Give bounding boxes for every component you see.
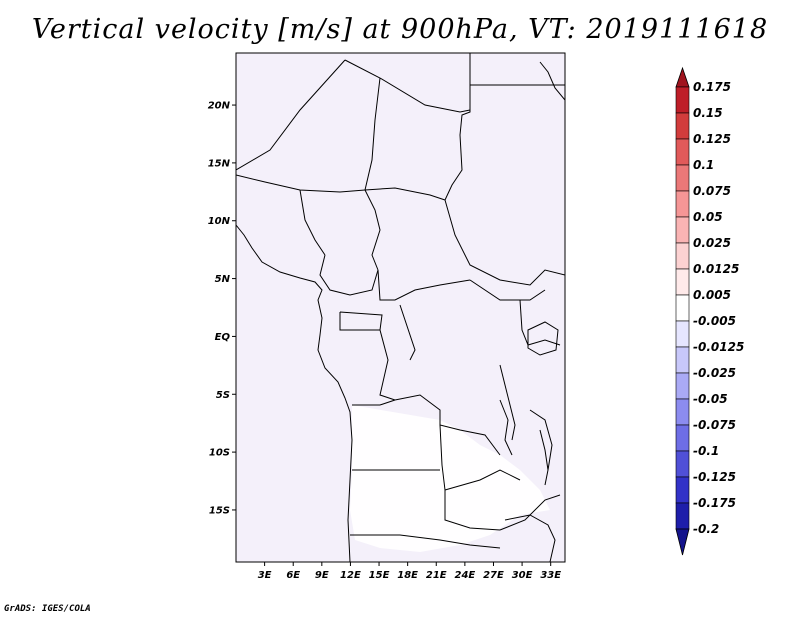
- colorbar-label: 0.175: [693, 80, 731, 94]
- colorbar: 0.175 0.15 0.125 0.1 0.075 0.05 0.025 0.0125 0.0…: [675, 66, 744, 556]
- lat-tick-label: 15N: [208, 158, 231, 169]
- map-title: Vertical velocity [m/s] at 900hPa, VT: 2…: [31, 14, 769, 45]
- colorbar-segment: [675, 268, 690, 296]
- colorbar-segment: [675, 398, 690, 426]
- colorbar-segment: [675, 294, 690, 322]
- colorbar-segment: [675, 476, 690, 504]
- lat-tick-label: 5N: [215, 274, 231, 285]
- colorbar-segment: [675, 66, 690, 88]
- lon-tick-label: 30E: [512, 570, 533, 581]
- colorbar-segment: [675, 346, 690, 374]
- colorbar-segment: [675, 372, 690, 400]
- lon-tick-label: 33E: [540, 570, 561, 581]
- lon-tick-label: 21E: [426, 570, 447, 581]
- longitude-axis: 3E 6E 9E 12E 15E 18E 21E 24E 27E 30E 33E: [258, 562, 561, 581]
- colorbar-label: -0.125: [693, 470, 736, 484]
- colorbar-label: 0.125: [693, 132, 731, 146]
- colorbar-segment: [675, 320, 690, 348]
- colorbar-label: -0.2: [693, 522, 719, 536]
- colorbar-label: 0.1: [693, 158, 714, 172]
- colorbar-segment: [675, 502, 690, 530]
- colorbar-label: -0.1: [693, 444, 719, 458]
- footer-credit: GrADS: IGES/COLA: [4, 604, 91, 614]
- colorbar-label: -0.005: [693, 314, 736, 328]
- lon-tick-label: 3E: [258, 570, 272, 581]
- colorbar-label: -0.175: [693, 496, 736, 510]
- colorbar-label: -0.05: [693, 392, 728, 406]
- colorbar-label: -0.075: [693, 418, 736, 432]
- colorbar-label: 0.0125: [693, 262, 739, 276]
- colorbar-segment: [675, 242, 690, 270]
- colorbar-segment: [675, 112, 690, 140]
- map-frame: [235, 52, 566, 563]
- colorbar-label: 0.05: [693, 210, 723, 224]
- colorbar-segment: [675, 190, 690, 218]
- colorbar-label: -0.0125: [693, 340, 744, 354]
- colorbar-segment: [675, 450, 690, 478]
- colorbar-segment: [675, 164, 690, 192]
- country-boundaries: [236, 53, 565, 562]
- colorbar-label: 0.005: [693, 288, 731, 302]
- lon-tick-label: 24E: [454, 570, 475, 581]
- colorbar-segment: [675, 528, 690, 556]
- lon-tick-label: 6E: [286, 570, 300, 581]
- lat-tick-label: 15S: [209, 505, 230, 516]
- lat-tick-label: 20N: [208, 101, 231, 112]
- latitude-axis: 20N 15N 10N 5N EQ 5S 10S 15S: [208, 101, 236, 516]
- lon-tick-label: 9E: [315, 570, 329, 581]
- lat-tick-label: EQ: [215, 332, 231, 343]
- lon-tick-label: 27E: [483, 570, 504, 581]
- colorbar-segment: [675, 138, 690, 166]
- colorbar-label: 0.075: [693, 184, 731, 198]
- lon-tick-label: 12E: [340, 570, 361, 581]
- colorbar-label: 0.15: [693, 106, 723, 120]
- colorbar-label: -0.025: [693, 366, 736, 380]
- lat-tick-label: 10N: [208, 216, 231, 227]
- lon-tick-label: 18E: [397, 570, 418, 581]
- lat-tick-label: 5S: [216, 390, 230, 401]
- lon-tick-label: 15E: [369, 570, 390, 581]
- colorbar-segment: [675, 424, 690, 452]
- colorbar-segment: [675, 216, 690, 244]
- colorbar-label: 0.025: [693, 236, 731, 250]
- colorbar-segment: [675, 86, 690, 114]
- lat-tick-label: 10S: [209, 448, 230, 459]
